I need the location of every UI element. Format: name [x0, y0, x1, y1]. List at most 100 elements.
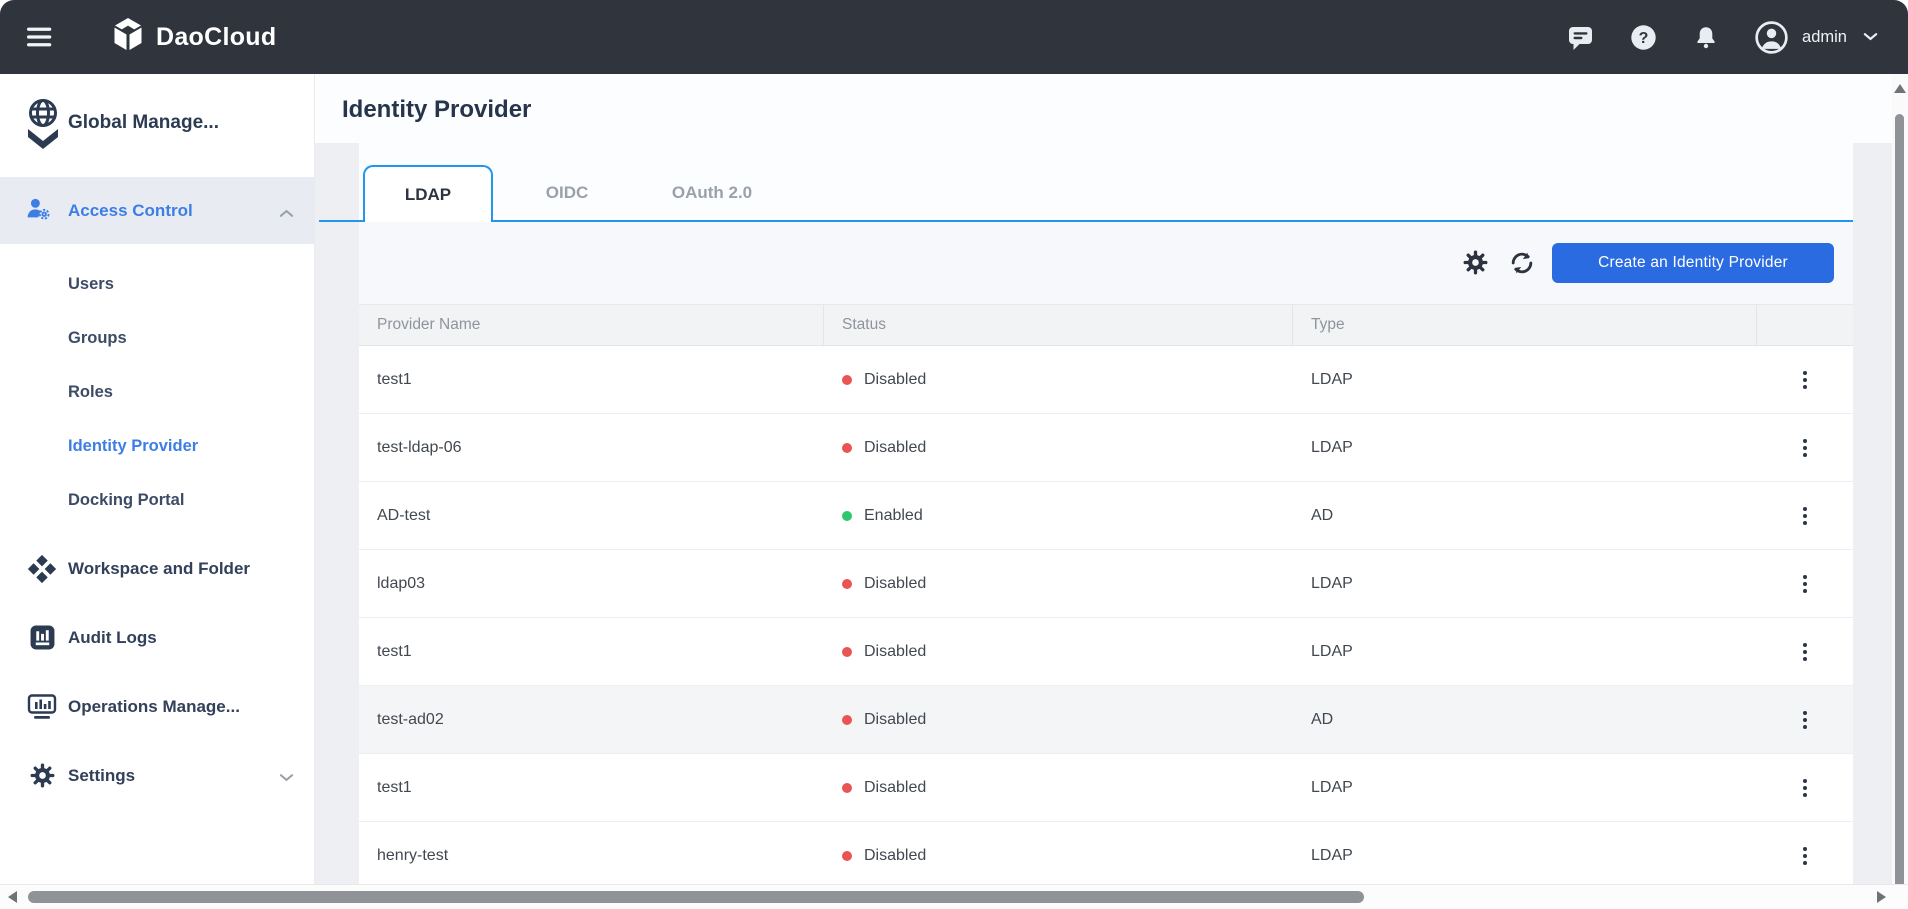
column-type: Type	[1293, 305, 1757, 345]
kebab-menu-button[interactable]	[1793, 433, 1817, 463]
kebab-menu-button[interactable]	[1793, 569, 1817, 599]
kebab-menu-button[interactable]	[1793, 501, 1817, 531]
scroll-up-arrow[interactable]	[1894, 84, 1906, 93]
status-label: Disabled	[864, 642, 927, 660]
provider-type: LDAP	[1311, 642, 1353, 660]
kebab-menu-button[interactable]	[1793, 705, 1817, 735]
sidebar-item-audit-logs[interactable]: Audit Logs	[0, 603, 314, 672]
sidebar-item-settings[interactable]: Settings	[0, 741, 314, 810]
sidebar: Global Manage... Access Control Users Gr…	[0, 74, 315, 884]
kebab-menu-button[interactable]	[1793, 365, 1817, 395]
sidebar-group-global-management[interactable]: Global Manage...	[0, 88, 314, 158]
status-label: Disabled	[864, 778, 927, 796]
table-header: Provider Name Status Type	[359, 304, 1853, 346]
notifications-icon[interactable]	[1693, 25, 1719, 50]
sidebar-item-label: Roles	[68, 382, 113, 401]
settings-icon	[25, 762, 59, 789]
global-management-icon	[20, 97, 66, 154]
table-row[interactable]: test1 Disabled LDAP	[359, 618, 1853, 686]
status-dot	[842, 782, 852, 793]
provider-name: AD-test	[377, 506, 431, 524]
refresh-icon[interactable]	[1508, 249, 1536, 277]
scroll-left-arrow[interactable]	[8, 891, 17, 903]
provider-type: LDAP	[1311, 438, 1353, 456]
status-dot	[842, 442, 852, 453]
tab-oauth[interactable]: OAuth 2.0	[655, 165, 769, 220]
create-identity-provider-button[interactable]: Create an Identity Provider	[1552, 243, 1834, 283]
topbar-actions: ? admin	[1531, 20, 1878, 54]
provider-name: henry-test	[377, 846, 449, 864]
horizontal-scroll-thumb[interactable]	[28, 891, 1364, 903]
sidebar-item-users[interactable]: Users	[0, 257, 314, 311]
workspace-icon	[25, 554, 59, 584]
avatar[interactable]	[1755, 20, 1788, 54]
sidebar-item-docking-portal[interactable]: Docking Portal	[0, 473, 314, 527]
status-label: Disabled	[864, 574, 927, 592]
kebab-menu-button[interactable]	[1793, 841, 1817, 871]
sidebar-item-identity-provider[interactable]: Identity Provider	[0, 419, 314, 473]
chevron-down-icon[interactable]	[279, 770, 294, 788]
brand[interactable]: DaoCloud	[111, 17, 276, 58]
sidebar-item-access-control[interactable]: Access Control	[0, 177, 314, 244]
menu-icon[interactable]	[27, 25, 55, 49]
provider-type: LDAP	[1311, 846, 1353, 864]
status-dot	[842, 646, 852, 657]
status-label: Enabled	[864, 506, 923, 524]
content-card: Create an Identity Provider Provider Nam…	[359, 222, 1853, 884]
table-row[interactable]: ldap03 Disabled LDAP	[359, 550, 1853, 618]
user-name: admin	[1802, 27, 1847, 46]
provider-name: test-ldap-06	[377, 438, 462, 456]
operations-icon	[25, 693, 59, 721]
chevron-up-icon[interactable]	[279, 205, 294, 223]
kebab-menu-button[interactable]	[1793, 637, 1817, 667]
table-row[interactable]: test-ad02 Disabled AD	[359, 686, 1853, 754]
access-control-icon	[25, 196, 52, 226]
status-dot	[842, 714, 852, 725]
chevron-down-icon[interactable]	[1863, 32, 1878, 42]
sidebar-item-label: Groups	[68, 328, 127, 347]
column-provider-name: Provider Name	[359, 305, 824, 345]
provider-type: AD	[1311, 506, 1334, 524]
tab-label: OAuth 2.0	[671, 182, 753, 202]
provider-type: AD	[1311, 710, 1334, 728]
vertical-scrollbar[interactable]	[1892, 74, 1908, 904]
tab-ldap[interactable]: LDAP	[363, 165, 493, 222]
sidebar-item-groups[interactable]: Groups	[0, 311, 314, 365]
table-row[interactable]: henry-test Disabled LDAP	[359, 822, 1853, 884]
sidebar-item-label: Operations Manage...	[68, 696, 240, 716]
table-body: test1 Disabled LDAP test-ldap-06 Disable…	[359, 346, 1853, 884]
provider-name: test1	[377, 642, 412, 660]
scroll-right-arrow[interactable]	[1877, 891, 1886, 903]
tab-underline	[319, 220, 1853, 222]
tab-label: OIDC	[545, 182, 589, 202]
provider-type: LDAP	[1311, 370, 1353, 388]
kebab-menu-button[interactable]	[1793, 773, 1817, 803]
brand-name: DaoCloud	[156, 22, 277, 51]
sidebar-item-label: Identity Provider	[68, 436, 199, 455]
table-row[interactable]: test-ldap-06 Disabled LDAP	[359, 414, 1853, 482]
column-actions	[1757, 305, 1853, 345]
sidebar-group-label: Global Manage...	[68, 112, 219, 133]
vertical-scroll-thumb[interactable]	[1895, 114, 1904, 904]
sidebar-item-label: Docking Portal	[68, 490, 185, 509]
sidebar-item-roles[interactable]: Roles	[0, 365, 314, 419]
help-icon[interactable]: ?	[1630, 24, 1657, 51]
table-row[interactable]: test1 Disabled LDAP	[359, 346, 1853, 414]
settings-icon[interactable]	[1462, 249, 1489, 276]
table-row[interactable]: test1 Disabled LDAP	[359, 754, 1853, 822]
sidebar-item-workspace-and-folder[interactable]: Workspace and Folder	[0, 534, 314, 603]
provider-name: test-ad02	[377, 710, 444, 728]
page-title: Identity Provider	[342, 96, 532, 123]
sidebar-item-label: Users	[68, 274, 114, 293]
status-label: Disabled	[864, 710, 927, 728]
sidebar-item-label: Audit Logs	[68, 627, 157, 647]
status-dot	[842, 578, 852, 589]
daocloud-logo-icon	[111, 17, 145, 58]
table-row[interactable]: AD-test Enabled AD	[359, 482, 1853, 550]
provider-name: test1	[377, 370, 412, 388]
sidebar-item-operations-management[interactable]: Operations Manage...	[0, 672, 314, 741]
tab-oidc[interactable]: OIDC	[525, 165, 609, 220]
message-icon[interactable]	[1567, 24, 1594, 51]
horizontal-scrollbar[interactable]	[0, 884, 1908, 909]
svg-text:?: ?	[1639, 30, 1649, 47]
